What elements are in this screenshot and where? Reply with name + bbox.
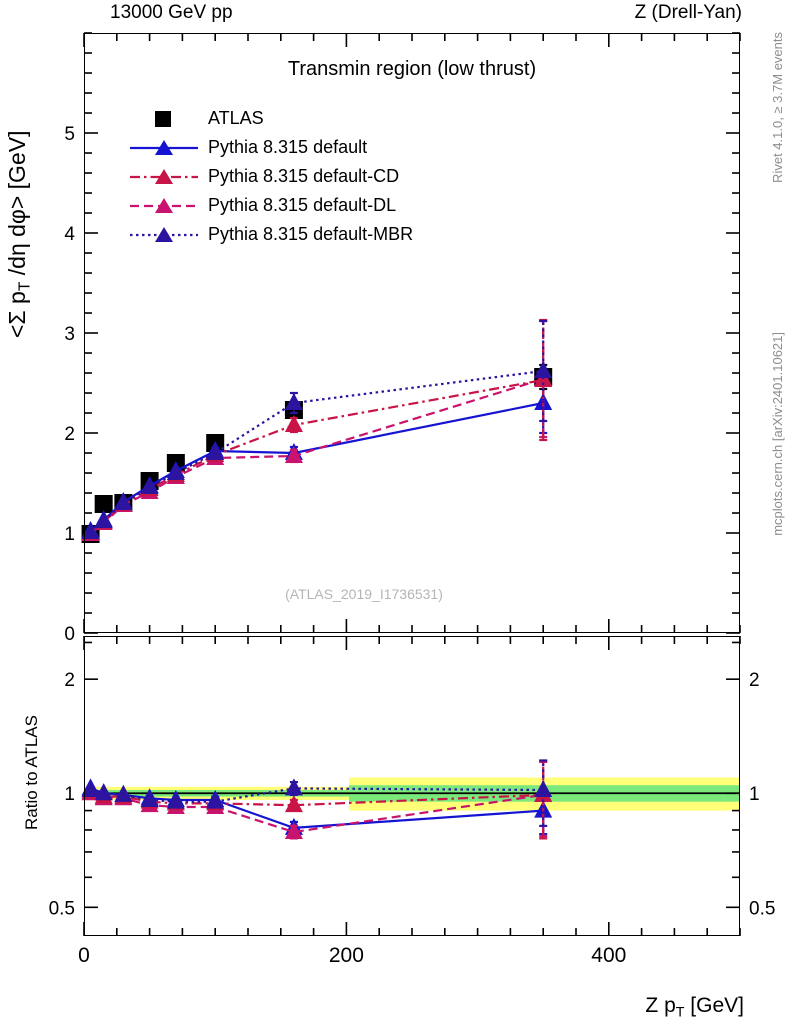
y-tick-label-main: 0: [64, 624, 75, 645]
legend-item[interactable]: Pythia 8.315 default-CD: [128, 162, 413, 191]
y-tick-label-ratio-right: 0.5: [749, 898, 775, 919]
ratio-marker-triangle: [284, 778, 303, 796]
analysis-id-watermark: (ATLAS_2019_I1736531): [285, 586, 443, 602]
legend-label: Pythia 8.315 default: [208, 137, 368, 157]
legend-marker-triangle: [155, 139, 173, 155]
legend-key: [128, 225, 200, 245]
header-beam-info: 13000 GeV pp: [110, 2, 233, 23]
legend-marker-square: [155, 110, 171, 127]
ratio-marker-triangle: [206, 791, 225, 809]
y-tick-label-ratio: 2: [64, 670, 75, 691]
data-marker-triangle: [94, 511, 113, 528]
x-tick-label: 400: [591, 944, 626, 967]
data-marker-square: [94, 495, 113, 513]
y-tick-label-ratio-right: 1: [749, 784, 760, 805]
plot-title: Transmin region (low thrust): [287, 58, 537, 80]
x-tick-label: 0: [78, 944, 90, 967]
ratio-marker-triangle: [284, 795, 303, 813]
data-marker-triangle: [81, 522, 100, 539]
legend: ATLAS Pythia 8.315 default Pythia 8.315 de…: [128, 104, 413, 249]
y-tick-label-main: 1: [64, 524, 75, 545]
x-axis-label: Z pT [GeV]: [645, 993, 744, 1020]
legend-key: [128, 138, 200, 158]
legend-item[interactable]: Pythia 8.315 default-MBR: [128, 220, 413, 249]
legend-label: Pythia 8.315 default-CD: [208, 166, 400, 186]
y-tick-label-ratio-right: 2: [749, 670, 760, 691]
data-marker-triangle: [206, 443, 225, 460]
ratio-marker-triangle: [166, 791, 185, 809]
legend-key: [128, 109, 200, 129]
data-marker-triangle: [284, 393, 303, 410]
data-marker-triangle: [114, 493, 133, 510]
y-tick-label-main: 4: [64, 224, 75, 245]
y-tick-label-main: 3: [64, 324, 75, 345]
legend-marker-triangle: [155, 197, 173, 213]
ratio-marker-triangle: [81, 779, 100, 797]
data-marker-triangle: [534, 361, 553, 378]
y-tick-label-main: 2: [64, 424, 75, 445]
ratio-marker-triangle: [94, 783, 113, 801]
legend-item[interactable]: ATLAS: [128, 104, 413, 133]
legend-label: ATLAS: [208, 108, 264, 128]
header-process: Z (Drell-Yan): [634, 2, 742, 23]
ratio-marker-triangle: [534, 779, 553, 797]
series-pythia-8-315-default-mbr: [81, 319, 553, 539]
y-tick-label-main: 5: [64, 124, 75, 145]
ratio-plot-frame: [84, 636, 740, 936]
legend-marker-triangle: [155, 226, 173, 242]
legend-label: Pythia 8.315 default-DL: [208, 195, 397, 215]
data-marker-triangle: [284, 446, 303, 463]
legend-item[interactable]: Pythia 8.315 default-DL: [128, 191, 413, 220]
data-marker-triangle: [166, 463, 185, 480]
ratio-marker-triangle: [284, 822, 303, 840]
legend-item[interactable]: Pythia 8.315 default: [128, 133, 413, 162]
y-tick-label-ratio: 1: [64, 784, 75, 805]
x-tick-label: 200: [329, 944, 364, 967]
data-marker-triangle: [284, 415, 303, 432]
ratio-marker-triangle: [140, 789, 159, 807]
legend-key: [128, 167, 200, 187]
main-plot-frame: [84, 33, 740, 633]
legend-marker-triangle: [155, 168, 173, 184]
ratio-series-pythia-8-315-default-mbr: [81, 759, 553, 827]
data-marker-triangle: [140, 477, 159, 494]
y-tick-label-ratio: 0.5: [49, 898, 75, 919]
ratio-marker-triangle: [114, 784, 133, 802]
legend-key: [128, 196, 200, 216]
legend-label: Pythia 8.315 default-MBR: [208, 224, 414, 244]
main-panel-svg: 0 1 2 3 4 5: [64, 32, 741, 645]
